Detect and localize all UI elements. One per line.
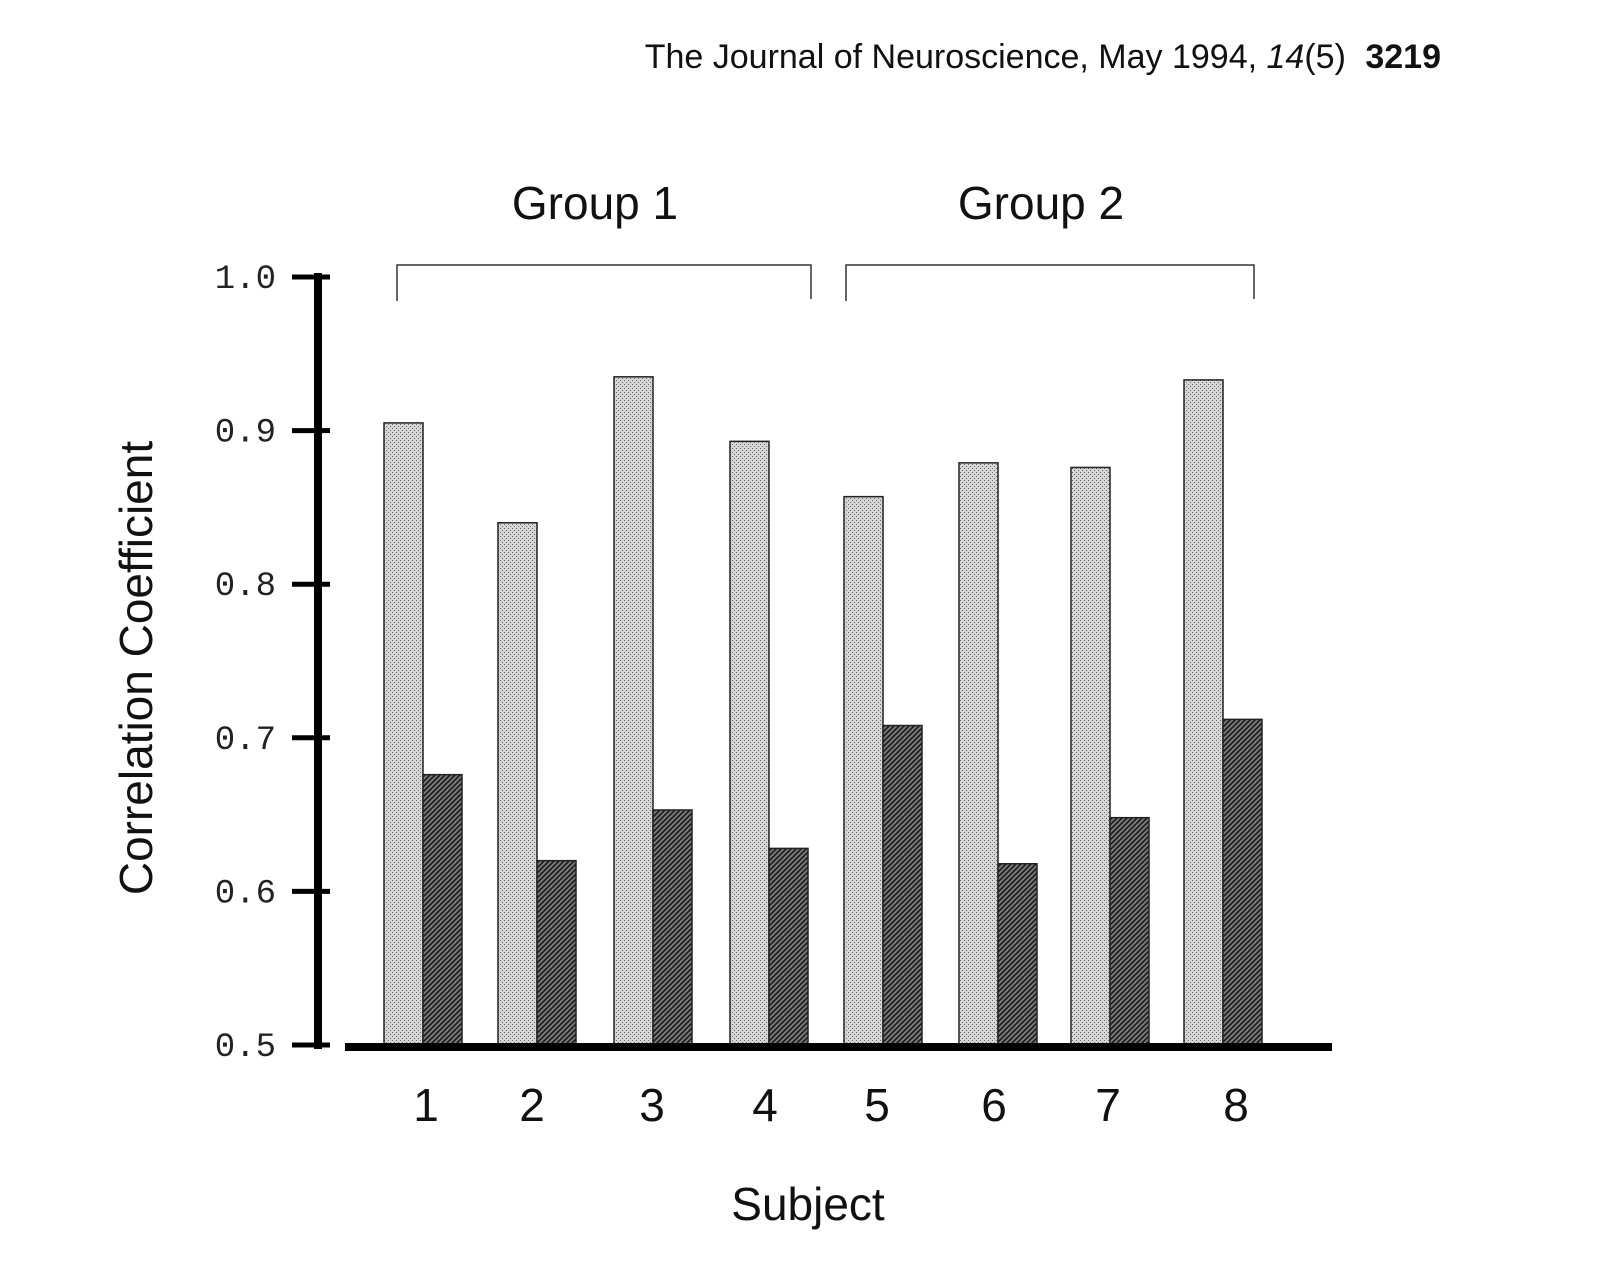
- journal-name: The Journal of Neuroscience, May 1994,: [644, 38, 1258, 76]
- x-tick-label: 6: [981, 1079, 1007, 1131]
- y-tick-label: 0.8: [215, 568, 276, 606]
- x-axis-title: Subject: [731, 1178, 885, 1230]
- y-tick-label: 0.6: [215, 875, 276, 913]
- y-tick-label: 0.5: [215, 1029, 276, 1067]
- journal-volume: 14: [1266, 38, 1305, 76]
- group-label: Group 2: [958, 177, 1124, 229]
- bar-series2-subject-7: [1109, 816, 1150, 1046]
- y-tick-label: 0.7: [215, 722, 276, 760]
- bar-series2-subject-4: [768, 847, 809, 1046]
- x-axis: 1 2 3 4 5 6 7 8: [345, 1043, 1332, 1131]
- bar-series2-subject-1: [422, 773, 463, 1046]
- y-tick-label: 0.9: [215, 415, 276, 453]
- bar-series1-subject-4: [729, 440, 770, 1046]
- bar-series2-subject-2: [536, 859, 577, 1046]
- x-tick-label: 1: [413, 1079, 439, 1131]
- group-bracket: [396, 264, 812, 301]
- x-tick-label: 8: [1223, 1079, 1249, 1131]
- x-tick-label: 5: [864, 1079, 890, 1131]
- bar-series2-subject-5: [882, 724, 923, 1046]
- bar-series1-subject-1: [383, 422, 424, 1046]
- bar-series2-subject-8: [1222, 718, 1263, 1046]
- x-tick-label: 4: [752, 1079, 778, 1131]
- group-label: Group 1: [512, 177, 678, 229]
- bars-layer: [383, 376, 1263, 1046]
- bar-series1-subject-8: [1183, 379, 1224, 1046]
- bar-series1-subject-5: [843, 495, 884, 1046]
- bar-series1-subject-6: [958, 462, 999, 1046]
- group-bracket: [845, 264, 1255, 301]
- bar-series1-subject-3: [613, 376, 654, 1046]
- bar-series1-subject-7: [1070, 466, 1111, 1046]
- bar-series2-subject-3: [652, 809, 693, 1046]
- x-tick-label: 7: [1095, 1079, 1121, 1131]
- journal-header: The Journal of Neuroscience, May 1994, 1…: [645, 38, 1441, 77]
- y-tick-label: 1.0: [215, 261, 276, 299]
- y-axis-title: Correlation Coefficient: [110, 441, 162, 895]
- y-axis: 1.0 0.9 0.8 0.7 0.6 0.5: [215, 261, 330, 1067]
- journal-issue: (5): [1304, 38, 1346, 76]
- bar-series2-subject-6: [997, 863, 1038, 1046]
- bar-series1-subject-2: [497, 522, 538, 1046]
- group-brackets: Group 1 Group 2: [396, 177, 1255, 301]
- x-tick-label: 3: [639, 1079, 665, 1131]
- x-tick-label: 2: [519, 1079, 545, 1131]
- page-number: 3219: [1365, 38, 1441, 76]
